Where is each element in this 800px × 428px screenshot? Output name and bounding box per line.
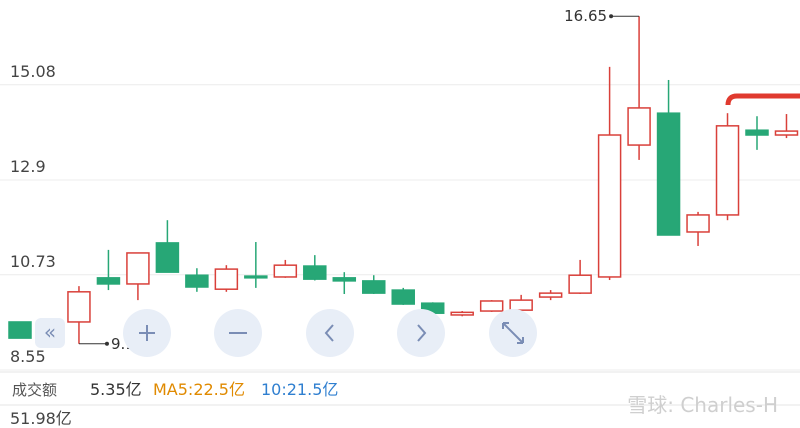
candle-body	[332, 277, 357, 282]
left-icon	[324, 324, 334, 342]
collapse-button[interactable]	[35, 318, 65, 348]
candle-body	[656, 112, 681, 236]
volume-value: 5.35亿	[90, 380, 142, 399]
candle-body	[450, 311, 474, 316]
candle-body	[509, 299, 533, 311]
left-button[interactable]	[306, 309, 354, 357]
plus-icon	[139, 325, 155, 341]
expand-icon	[502, 322, 524, 344]
y-tick-label: 15.08	[10, 62, 56, 81]
candle-body	[8, 321, 32, 339]
price-line-marker	[725, 93, 800, 106]
candle-body	[686, 214, 710, 233]
candle-body	[303, 265, 327, 280]
candle-body	[391, 289, 415, 305]
candle-body	[185, 274, 209, 288]
candle-body	[362, 280, 386, 294]
candle-body	[715, 125, 740, 216]
right-icon	[417, 324, 427, 342]
y-tick-label: 10.73	[10, 252, 56, 271]
y-tick-label: 8.55	[10, 347, 46, 366]
candle-body	[67, 291, 91, 323]
watermark: 雪球: Charles-H	[627, 393, 778, 417]
candle-body	[745, 129, 769, 136]
volume-axis-max: 51.98亿	[10, 409, 72, 428]
volume-ma5: MA5:22.5亿	[153, 380, 245, 399]
extreme-dot	[609, 14, 614, 19]
candle-body	[126, 252, 150, 285]
candle-body	[96, 277, 121, 285]
candle-body	[568, 274, 592, 294]
y-tick-label: 12.9	[10, 157, 46, 176]
volume-ma10: 10:21.5亿	[261, 380, 338, 399]
candle-body	[244, 275, 268, 279]
toolbar: «	[35, 309, 537, 357]
candle-body	[214, 268, 239, 290]
extreme-label: 16.65	[564, 7, 607, 25]
volume-label: 成交额	[12, 381, 57, 399]
extreme-dot	[104, 341, 109, 346]
candle-body	[273, 264, 298, 278]
candle-body	[597, 134, 622, 278]
candle-body	[155, 242, 180, 273]
collapse-icon: «	[44, 320, 56, 344]
candle-body	[627, 107, 651, 146]
candle-body	[479, 300, 504, 312]
candle-body	[774, 130, 799, 136]
right-button[interactable]	[397, 309, 445, 357]
candle-body	[538, 292, 563, 298]
